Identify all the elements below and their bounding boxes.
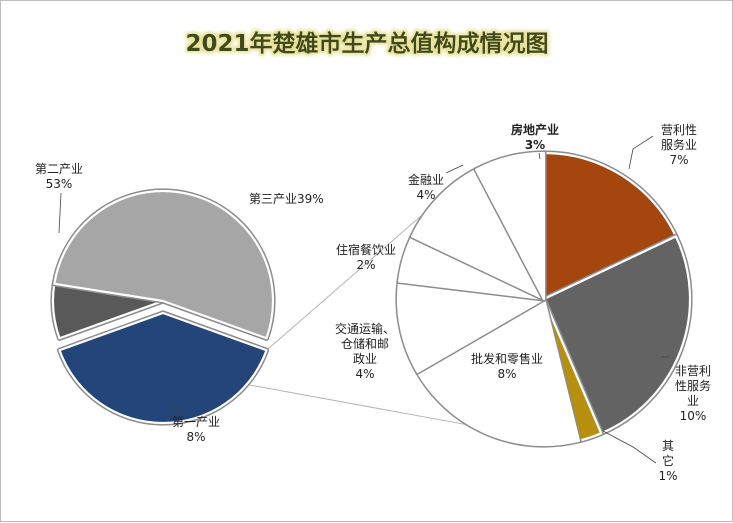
breakdown-slice-e98791e89e8de4b89a <box>409 167 547 302</box>
label-slice-e99d9ee890a5e588a9e680a7: 非营利性服务业 10% <box>675 364 711 423</box>
leader-primary-industry <box>172 404 182 414</box>
label-slice-e4baa4e9809ae8bf90e8be93: 交通运输、仓储和邮政业 4% <box>335 321 395 381</box>
main-pie <box>50 188 276 426</box>
leader-slice-e688bfe59cb0e4baa7e4b89a <box>538 152 541 160</box>
label-tertiary-industry: 第三产业39% <box>249 192 324 206</box>
label-slice-e98791e89e8de4b89a: 金融业 4% <box>408 172 444 202</box>
breakdown-pie <box>395 150 693 448</box>
main-slice-e7acace4b889e4baa7e4b89a <box>56 310 270 426</box>
label-slice-e688bfe59cb0e4baa7e4b89a: 房地产业 3% <box>511 122 559 152</box>
leader-slice-e890a5e588a9e680a7e69c8d <box>628 135 654 170</box>
label-primary-industry: 第一产业 8% <box>172 415 220 444</box>
breakdown-slice-e688bfe59cb0e4baa7e4b89a <box>473 150 547 302</box>
slice-labels: 第二产业 53% 第一产业 8% 第三产业39% 营利性服务业 7% 非营利性服务业 10% 其它… <box>35 122 711 483</box>
label-slice-e890a5e588a9e680a7e69c8d: 营利性服务业 7% <box>661 123 697 167</box>
breakdown-slice-e4baa4e9809ae8bf90e8be93 <box>395 278 547 375</box>
breakdown-slice-e689b9e58f91e5928ce99bb6 <box>414 296 582 448</box>
chart-title: 2021年楚雄市生产总值构成情况图 <box>185 30 548 57</box>
label-secondary-industry: 第二产业 53% <box>35 162 83 191</box>
leader-secondary-industry <box>58 192 62 234</box>
label-slice-e4bd8fe5aebfe9a490e9a5ae: 住宿餐饮业 2% <box>336 242 396 272</box>
leader-slice-e98791e89e8de4b89a <box>445 164 464 174</box>
breakdown-slice-e890a5e588a9e680a7e69c8d <box>541 150 679 302</box>
label-slice-e585b6e5ae83: 其它 1% <box>658 439 677 483</box>
label-slice-e689b9e58f91e5928ce99bb6: 批发和零售业 8% <box>471 351 543 381</box>
main-slice-e7acace4ba8ce4baa7e4b89a <box>51 188 276 341</box>
leader-slice-e585b6e5ae83 <box>602 430 657 464</box>
